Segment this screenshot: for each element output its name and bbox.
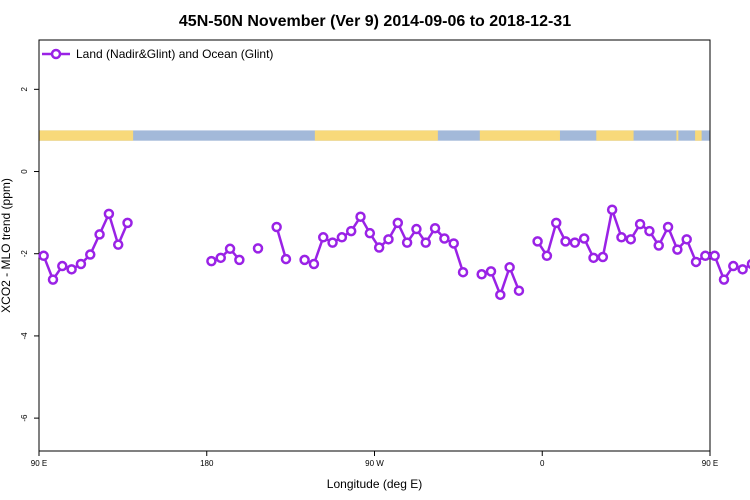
data-point (672, 244, 683, 255)
data-point (215, 252, 226, 264)
data-point (718, 274, 730, 285)
data-point (616, 232, 627, 243)
data-point (364, 227, 376, 239)
data-point (401, 237, 413, 248)
y-tick-label: -4 (20, 332, 29, 340)
y-axis: 2 0 -2 -4 -6 (20, 87, 39, 422)
data-point (38, 250, 49, 262)
data-point (429, 222, 441, 234)
data-point (317, 232, 329, 243)
data-point (85, 249, 96, 260)
x-tick-label: 180 (200, 459, 214, 468)
data-point (308, 258, 320, 270)
data-point (47, 274, 59, 285)
land-segment (596, 130, 634, 141)
x-tick-label: 90 E (702, 459, 718, 468)
data-point (345, 225, 357, 237)
data-point (420, 237, 432, 248)
series-line (275, 226, 288, 260)
data-point (578, 233, 590, 244)
data-point (57, 260, 68, 272)
data-point (336, 232, 348, 243)
x-axis-label: Longitude (deg E) (327, 477, 422, 491)
data-point (373, 242, 385, 253)
data-point (495, 289, 506, 301)
y-tick-label: -6 (20, 414, 29, 422)
data-point (504, 262, 515, 273)
data-point (234, 254, 245, 266)
legend: Land (Nadir&Glint) and Ocean (Glint) (42, 47, 273, 61)
data-point (392, 217, 404, 229)
series-line (42, 212, 129, 281)
data-point (597, 251, 609, 263)
data-point (690, 256, 702, 268)
data-point (476, 269, 487, 280)
data-point (383, 234, 394, 245)
data-point (457, 266, 469, 278)
data-point (625, 234, 637, 245)
data-point (541, 250, 553, 262)
data-point (94, 229, 105, 240)
data-point (662, 221, 674, 233)
y-tick-label: 0 (20, 169, 29, 174)
y-axis-label: XCO2 - MLO trend (ppm) (0, 178, 13, 313)
data-point (681, 234, 692, 245)
data-point (224, 243, 236, 255)
legend-marker (50, 48, 62, 60)
land-segment (676, 130, 679, 141)
data-point (271, 221, 282, 233)
data-point (280, 253, 292, 265)
data-point (252, 243, 264, 254)
x-tick-label: 90 E (31, 459, 47, 468)
data-point (411, 223, 422, 235)
data-point (588, 252, 599, 264)
data-point (299, 254, 310, 266)
y-tick-label: -2 (20, 250, 29, 258)
x-axis: 90 E 180 90 W 0 90 E (31, 451, 718, 468)
chart-title: 45N-50N November (Ver 9) 2014-09-06 to 2… (179, 13, 571, 30)
land-segment (479, 130, 560, 141)
y-tick-label: 2 (20, 87, 29, 92)
data-point (550, 217, 562, 229)
data-point (327, 237, 338, 248)
data-point (66, 264, 77, 275)
legend-entry-label: Land (Nadir&Glint) and Ocean (Glint) (76, 47, 273, 61)
data-point (644, 225, 655, 237)
x-tick-label: 90 W (365, 459, 384, 468)
data-point (439, 233, 450, 244)
data-point (728, 260, 739, 272)
data-point (485, 266, 497, 277)
data-point (606, 204, 618, 215)
data-point (122, 217, 133, 229)
data-point (448, 238, 459, 249)
land-segment (314, 130, 438, 141)
data-point (532, 236, 543, 247)
series-layer (38, 204, 750, 301)
data-point (513, 285, 525, 296)
data-point (75, 258, 87, 270)
land-segment (39, 130, 134, 141)
data-point (634, 218, 646, 230)
data-point (355, 211, 366, 222)
data-point (653, 240, 664, 251)
data-point (103, 208, 115, 220)
data-point (700, 250, 711, 262)
data-point (112, 239, 124, 250)
data-point (737, 264, 748, 275)
land-ocean-band (39, 130, 710, 141)
x-tick-label: 0 (540, 459, 545, 468)
data-point (569, 237, 581, 248)
data-point (560, 236, 571, 247)
data-point (206, 255, 217, 267)
data-point (746, 259, 750, 269)
data-point (709, 250, 720, 262)
land-segment (695, 130, 702, 141)
